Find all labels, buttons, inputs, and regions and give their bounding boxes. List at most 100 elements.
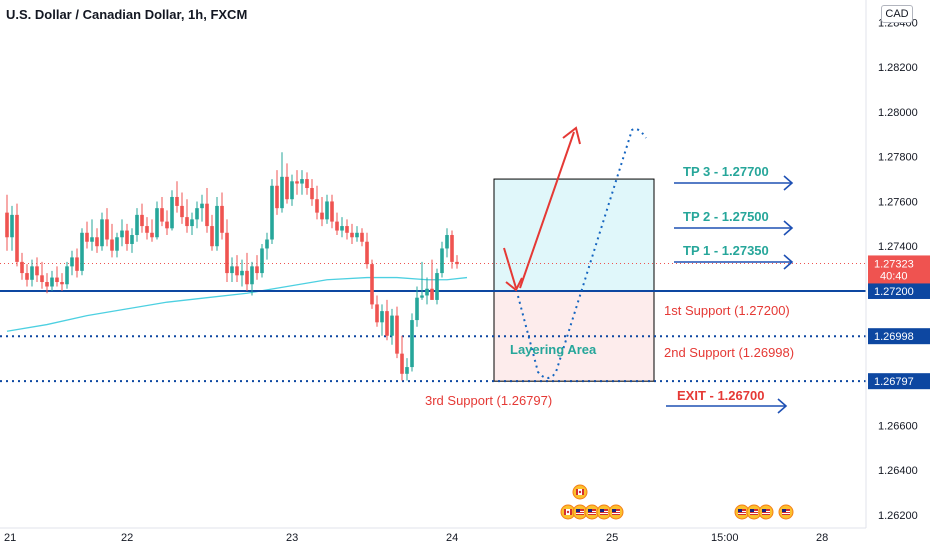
candle-body [115,237,119,251]
candle-body [250,266,254,285]
candle-body [290,181,294,200]
currency-badge[interactable]: CAD [881,5,913,23]
candle-body [415,297,419,321]
candle-body [70,257,74,267]
tp1-arrow-head [783,254,794,270]
candle-body [170,196,174,229]
candle-body [355,232,359,238]
candle-body [245,270,249,285]
candle-body [405,367,409,374]
candle-body [435,273,439,300]
candle-body [420,295,424,298]
candle-body [100,219,104,247]
x-tick-label: 22 [121,532,133,544]
exit-label: EXIT - 1.26700 [677,388,764,403]
candle-body [400,353,404,374]
price-line-badge [868,328,930,345]
candle-body [105,219,109,240]
candle-body [155,208,159,238]
x-tick-label: 25 [606,532,618,544]
candle-body [375,304,379,323]
candle-body [55,277,59,283]
candle-body [145,226,149,233]
price-line-badge-label: 1.27200 [874,286,914,298]
candle-body [320,212,324,220]
price-line-badge [868,282,930,299]
ca-event-icon-flag-r [582,489,584,495]
candle-body [25,273,29,280]
candle-body [160,208,164,222]
red-arrow-down [503,247,517,289]
candle-body [15,214,19,262]
candle-body [360,232,364,242]
us-event-icon [608,504,624,520]
candle-body [230,266,234,274]
candle-body [240,270,244,276]
candle-body [315,199,319,213]
candle-body [65,266,69,285]
us-event-icon-stripe2 [588,513,596,514]
us-event-icon-stripe2 [782,513,790,514]
candle-body [385,311,389,336]
us-event-icon-stripe2 [600,513,608,514]
candle-body [45,282,49,287]
current-price-badge [868,255,930,284]
candle-body [455,261,459,265]
candle-body [380,311,384,323]
us-event-icon-stripe2 [738,513,746,514]
candle-body [235,266,239,276]
candle-body [425,288,429,296]
candle-body [270,185,274,240]
y-tick-label: 1.28000 [878,107,918,119]
candle-body [225,232,229,274]
candle-body [215,205,219,247]
us-event-icon [584,504,600,520]
candle-body [95,237,99,247]
red-arrow-up-head [562,126,581,145]
red-arrow-down-head [505,277,523,292]
support3-label: 3rd Support (1.26797) [425,393,552,408]
candle-body [285,176,289,200]
ca-event-icon-flag-l [564,509,566,515]
ca-event-icon-flag-r [570,509,572,515]
y-tick-label: 1.26600 [878,420,918,432]
candle-body [260,248,264,274]
candle-body [395,315,399,354]
y-tick-label: 1.26400 [878,465,918,477]
chart-title: U.S. Dollar / Canadian Dollar, 1h, FXCM [6,7,248,22]
support2-label: 2nd Support (1.26998) [664,345,794,360]
y-tick-label: 1.27600 [878,196,918,208]
us-event-icon-canton [600,509,604,512]
candle-body [125,230,129,244]
tp3-arrow-head [783,175,794,191]
tp3-label: TP 3 - 1.27700 [683,164,769,179]
candle-body [410,320,414,368]
us-event-icon-canton [782,509,786,512]
candle-body [5,212,9,238]
price-line-badge-label: 1.26998 [874,331,914,343]
candle-body [205,203,209,227]
y-tick-label: 1.27400 [878,241,918,253]
candle-body [305,179,309,189]
candle-body [130,235,134,244]
us-event-icon-canton [576,509,580,512]
candle-body [440,248,444,274]
y-tick-label: 1.26200 [878,510,918,522]
price-line-badge [868,373,930,390]
x-tick-label: 21 [4,532,16,544]
us-event-icon-canton [612,509,616,512]
candle-body [175,196,179,206]
candle-body [300,179,304,184]
tp2-arrow-head [783,220,794,236]
candle-body [20,261,24,274]
candle-body [445,235,449,249]
us-event-icon [778,504,794,520]
candle-body [330,201,334,222]
support1-label: 1st Support (1.27200) [664,303,790,318]
ca-event-icon-leaf [578,490,582,494]
current-price-label: 1.27323 [874,258,914,270]
ca-event-icon-leaf [566,510,570,514]
candle-body [10,214,14,238]
